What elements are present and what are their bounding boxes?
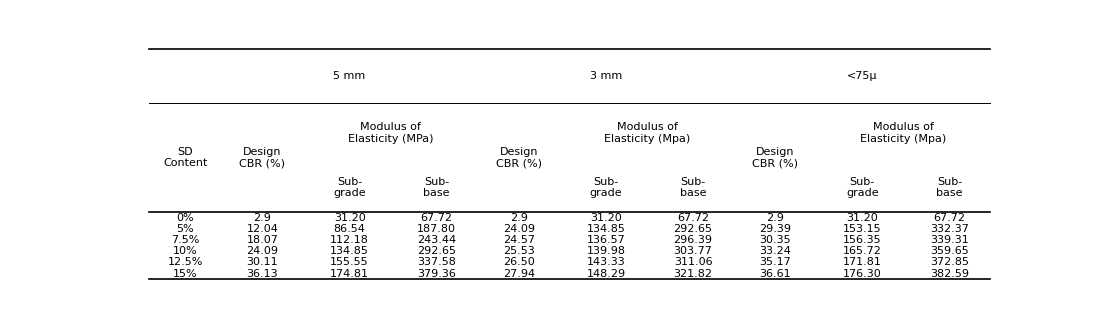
Text: 24.09: 24.09 <box>247 246 278 256</box>
Text: 2.9: 2.9 <box>254 213 271 223</box>
Text: 27.94: 27.94 <box>503 269 535 279</box>
Text: 86.54: 86.54 <box>334 224 366 234</box>
Text: 12.5%: 12.5% <box>168 257 203 267</box>
Text: 379.36: 379.36 <box>417 269 456 279</box>
Text: 67.72: 67.72 <box>420 213 453 223</box>
Text: 303.77: 303.77 <box>674 246 713 256</box>
Text: Sub-
base: Sub- base <box>936 176 963 198</box>
Text: 148.29: 148.29 <box>586 269 626 279</box>
Text: 25.53: 25.53 <box>503 246 535 256</box>
Text: 33.24: 33.24 <box>759 246 791 256</box>
Text: 243.44: 243.44 <box>417 235 456 245</box>
Text: Design
CBR (%): Design CBR (%) <box>239 147 286 168</box>
Text: 382.59: 382.59 <box>930 269 969 279</box>
Text: 5 mm: 5 mm <box>334 71 366 81</box>
Text: 176.30: 176.30 <box>843 269 882 279</box>
Text: 29.39: 29.39 <box>759 224 791 234</box>
Text: Modulus of
Elasticity (MPa): Modulus of Elasticity (MPa) <box>348 122 434 144</box>
Text: Sub-
base: Sub- base <box>424 176 450 198</box>
Text: Sub-
grade: Sub- grade <box>589 176 623 198</box>
Text: 36.61: 36.61 <box>759 269 791 279</box>
Text: 372.85: 372.85 <box>930 257 969 267</box>
Text: 10%: 10% <box>173 246 198 256</box>
Text: 5%: 5% <box>177 224 195 234</box>
Text: 153.15: 153.15 <box>843 224 882 234</box>
Text: 292.65: 292.65 <box>674 224 713 234</box>
Text: 7.5%: 7.5% <box>171 235 199 245</box>
Text: 292.65: 292.65 <box>417 246 456 256</box>
Text: Sub-
grade: Sub- grade <box>334 176 366 198</box>
Text: Modulus of
Elasticity (Mpa): Modulus of Elasticity (Mpa) <box>861 122 946 144</box>
Text: SD
Content: SD Content <box>163 147 208 168</box>
Text: Design
CBR (%): Design CBR (%) <box>752 147 798 168</box>
Text: 136.57: 136.57 <box>586 235 625 245</box>
Text: 155.55: 155.55 <box>330 257 369 267</box>
Text: 24.09: 24.09 <box>503 224 535 234</box>
Text: Sub-
base: Sub- base <box>679 176 706 198</box>
Text: 35.17: 35.17 <box>759 257 791 267</box>
Text: 31.20: 31.20 <box>846 213 878 223</box>
Text: 332.37: 332.37 <box>930 224 969 234</box>
Text: 321.82: 321.82 <box>674 269 713 279</box>
Text: 165.72: 165.72 <box>843 246 882 256</box>
Text: 187.80: 187.80 <box>417 224 456 234</box>
Text: 337.58: 337.58 <box>417 257 456 267</box>
Text: <75μ: <75μ <box>847 71 877 81</box>
Text: 0%: 0% <box>177 213 195 223</box>
Text: 24.57: 24.57 <box>503 235 535 245</box>
Text: 311.06: 311.06 <box>674 257 713 267</box>
Text: 26.50: 26.50 <box>503 257 535 267</box>
Text: Design
CBR (%): Design CBR (%) <box>496 147 542 168</box>
Text: 339.31: 339.31 <box>930 235 969 245</box>
Text: 359.65: 359.65 <box>930 246 969 256</box>
Text: 15%: 15% <box>173 269 198 279</box>
Text: Modulus of
Elasticity (Mpa): Modulus of Elasticity (Mpa) <box>604 122 691 144</box>
Text: 31.20: 31.20 <box>590 213 622 223</box>
Text: 171.81: 171.81 <box>843 257 882 267</box>
Text: 296.39: 296.39 <box>674 235 713 245</box>
Text: 12.04: 12.04 <box>247 224 278 234</box>
Text: 112.18: 112.18 <box>330 235 369 245</box>
Text: 156.35: 156.35 <box>843 235 882 245</box>
Text: 174.81: 174.81 <box>330 269 369 279</box>
Text: Sub-
grade: Sub- grade <box>846 176 878 198</box>
Text: 3 mm: 3 mm <box>589 71 622 81</box>
Text: 67.72: 67.72 <box>933 213 965 223</box>
Text: 2.9: 2.9 <box>766 213 784 223</box>
Text: 143.33: 143.33 <box>586 257 625 267</box>
Text: 36.13: 36.13 <box>247 269 278 279</box>
Text: 139.98: 139.98 <box>586 246 625 256</box>
Text: 18.07: 18.07 <box>247 235 278 245</box>
Text: 30.35: 30.35 <box>759 235 791 245</box>
Text: 67.72: 67.72 <box>677 213 709 223</box>
Text: 134.85: 134.85 <box>586 224 625 234</box>
Text: 134.85: 134.85 <box>330 246 369 256</box>
Text: 2.9: 2.9 <box>510 213 528 223</box>
Text: 31.20: 31.20 <box>334 213 366 223</box>
Text: 30.11: 30.11 <box>247 257 278 267</box>
